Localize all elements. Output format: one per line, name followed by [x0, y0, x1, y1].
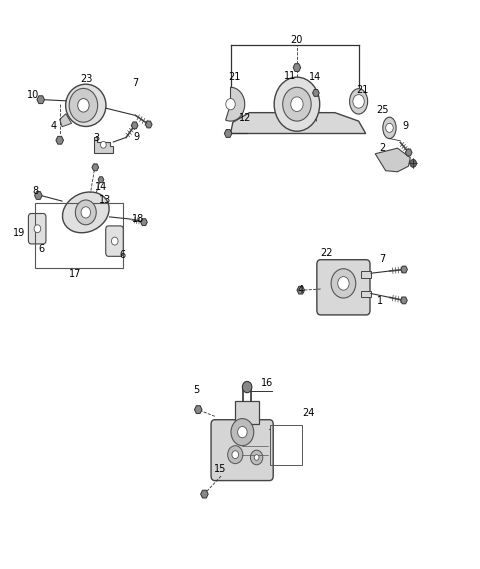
Text: 9: 9: [133, 132, 140, 142]
Text: 21: 21: [228, 72, 240, 82]
Polygon shape: [56, 137, 63, 144]
Circle shape: [353, 94, 364, 108]
Polygon shape: [60, 114, 72, 127]
Text: 16: 16: [262, 378, 274, 387]
Text: 7: 7: [132, 78, 138, 88]
Text: 20: 20: [290, 35, 302, 45]
Text: 22: 22: [320, 248, 333, 258]
Polygon shape: [224, 130, 232, 137]
Polygon shape: [230, 113, 366, 134]
Text: 5: 5: [193, 385, 200, 395]
Circle shape: [331, 269, 356, 298]
Polygon shape: [312, 89, 319, 96]
FancyBboxPatch shape: [211, 420, 273, 481]
Polygon shape: [401, 297, 407, 304]
Polygon shape: [35, 192, 42, 199]
FancyBboxPatch shape: [106, 226, 123, 256]
Wedge shape: [226, 87, 245, 121]
Text: 6: 6: [119, 250, 125, 260]
Bar: [35, 203, 123, 267]
Bar: [361, 271, 371, 278]
Polygon shape: [375, 148, 410, 172]
FancyBboxPatch shape: [317, 259, 370, 315]
Circle shape: [283, 87, 311, 121]
Polygon shape: [297, 286, 304, 294]
Circle shape: [226, 98, 235, 110]
Text: 4: 4: [50, 121, 57, 131]
Text: 13: 13: [99, 195, 111, 205]
Text: 6: 6: [38, 244, 45, 254]
Polygon shape: [95, 138, 113, 152]
Circle shape: [231, 419, 254, 446]
Polygon shape: [194, 406, 202, 414]
Ellipse shape: [66, 84, 106, 126]
Circle shape: [232, 451, 239, 459]
Bar: [235, 401, 259, 424]
Text: 2: 2: [379, 143, 385, 152]
Text: 11: 11: [284, 71, 296, 81]
Circle shape: [274, 77, 320, 131]
Circle shape: [338, 277, 349, 290]
FancyBboxPatch shape: [28, 213, 46, 244]
Text: 9: 9: [402, 121, 408, 131]
Circle shape: [242, 381, 252, 393]
Text: 12: 12: [239, 113, 251, 123]
Polygon shape: [132, 122, 138, 129]
Polygon shape: [141, 218, 147, 225]
Circle shape: [228, 446, 243, 464]
Ellipse shape: [62, 192, 109, 233]
Text: 10: 10: [26, 90, 39, 100]
Text: 19: 19: [13, 228, 25, 238]
Circle shape: [291, 97, 303, 112]
Circle shape: [69, 88, 97, 122]
Text: 3: 3: [94, 133, 100, 143]
Circle shape: [385, 123, 393, 133]
Circle shape: [34, 225, 41, 233]
Text: 18: 18: [132, 214, 144, 224]
Polygon shape: [293, 64, 301, 72]
Polygon shape: [401, 266, 408, 273]
Polygon shape: [201, 490, 208, 498]
Circle shape: [75, 200, 96, 225]
Circle shape: [238, 427, 247, 438]
Text: 24: 24: [302, 408, 315, 418]
Text: 14: 14: [309, 72, 321, 82]
Polygon shape: [92, 164, 98, 171]
Text: 23: 23: [81, 75, 93, 84]
Circle shape: [100, 141, 106, 148]
Text: 15: 15: [214, 464, 226, 475]
Circle shape: [81, 207, 91, 218]
Text: 25: 25: [376, 105, 389, 115]
Ellipse shape: [349, 89, 368, 114]
Circle shape: [410, 159, 417, 167]
Circle shape: [78, 98, 89, 112]
Text: 7: 7: [379, 254, 385, 263]
Text: 8: 8: [32, 186, 38, 196]
Polygon shape: [406, 149, 412, 156]
Text: 1: 1: [377, 296, 383, 306]
Text: 4: 4: [298, 285, 304, 295]
Ellipse shape: [383, 117, 396, 139]
Circle shape: [254, 455, 259, 460]
Text: 17: 17: [69, 269, 81, 279]
Polygon shape: [145, 121, 152, 128]
Text: 14: 14: [95, 182, 107, 192]
Polygon shape: [37, 96, 45, 104]
Circle shape: [251, 450, 263, 465]
Circle shape: [111, 237, 118, 245]
Bar: [361, 291, 371, 298]
Text: 21: 21: [356, 85, 369, 94]
Bar: [270, 426, 302, 465]
Polygon shape: [98, 177, 104, 183]
